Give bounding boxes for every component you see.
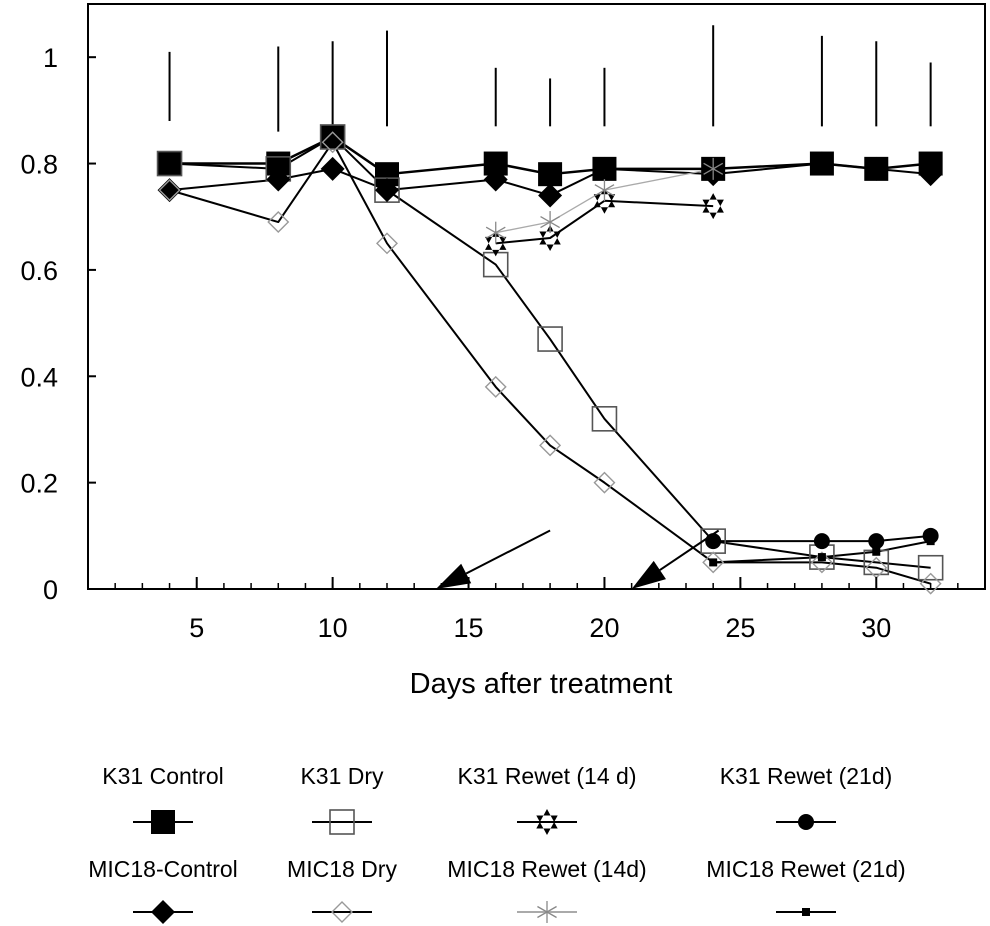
data-point: [872, 547, 881, 556]
series-line-5: [169, 141, 931, 585]
data-point: [539, 434, 562, 457]
data-point: [702, 193, 724, 220]
legend-label: MIC18 Dry: [287, 856, 397, 882]
data-point: [157, 151, 182, 176]
legend-entry: K31 Rewet (21d): [720, 763, 893, 830]
x-tick-label: 20: [589, 613, 619, 643]
data-point: [917, 554, 944, 581]
data-point: [538, 162, 563, 187]
data-point: [810, 551, 833, 574]
data-point: [817, 553, 826, 562]
data-point: [593, 471, 616, 494]
annotation-arrows: [435, 529, 720, 589]
x-tick-label: 10: [318, 613, 348, 643]
x-tick-label: 15: [454, 613, 484, 643]
annotation-arrow: [631, 529, 720, 589]
series-lines: [169, 135, 931, 585]
legend-label: K31 Rewet (21d): [720, 763, 893, 789]
series-line-1: [169, 135, 931, 569]
legend-marker: [536, 809, 558, 835]
y-tick-label: 0.4: [20, 362, 58, 392]
data-point: [926, 537, 935, 546]
x-tick-label: 25: [725, 613, 755, 643]
data-point: [320, 156, 345, 181]
legend-label: K31 Control: [102, 763, 223, 789]
data-point: [809, 151, 834, 176]
legend-entry: MIC18 Rewet (14d): [447, 856, 647, 923]
x-tick-label: 5: [189, 613, 204, 643]
legend-marker: [151, 900, 175, 924]
legend: K31 Control K31 Dry K31 Rewet (14 d) K31 Re…: [88, 763, 906, 924]
data-point: [375, 178, 399, 203]
data-point: [157, 178, 182, 203]
x-axis-title: Days after treatment: [410, 668, 673, 700]
legend-entry: K31 Rewet (14 d): [458, 763, 637, 835]
data-point: [918, 162, 943, 187]
data-point: [919, 572, 942, 595]
y-tick-label: 0.6: [20, 256, 58, 286]
legend-marker: [331, 901, 353, 923]
data-point: [538, 183, 563, 208]
data-point: [376, 232, 398, 255]
data-point: [485, 230, 507, 257]
legend-entry: MIC18-Control: [88, 856, 238, 924]
legend-entry: K31 Control: [102, 763, 224, 834]
data-point: [485, 221, 506, 244]
annotation-arrow: [435, 529, 551, 589]
data-point: [813, 533, 830, 550]
legend-marker: [151, 810, 175, 834]
data-point: [593, 187, 616, 214]
x-axis-ticks: 5 10 15 20 25 30: [87, 577, 986, 643]
series-line-6: [495, 168, 714, 234]
data-point: [539, 225, 561, 251]
data-point: [868, 533, 885, 550]
data-point: [537, 326, 563, 352]
y-tick-label: 0: [43, 575, 58, 605]
data-point: [705, 533, 722, 550]
series-markers: [156, 124, 944, 595]
legend-marker: [537, 901, 557, 923]
data-point: [267, 211, 290, 234]
y-tick-label: 1: [43, 43, 58, 73]
plot-border: [87, 3, 986, 590]
data-point: [483, 167, 508, 192]
y-axis-ticks: 0 0.2 0.4 0.6 0.8 1: [20, 43, 96, 605]
data-point: [321, 131, 344, 154]
data-point: [591, 406, 618, 432]
data-point: [484, 375, 507, 398]
data-point: [592, 156, 617, 181]
data-point: [702, 551, 725, 574]
error-bars: [168, 25, 932, 132]
legend-entry: MIC18 Dry: [287, 856, 397, 923]
data-point: [709, 558, 718, 567]
legend-marker: [802, 908, 810, 916]
series-line-7: [713, 540, 931, 564]
legend-label: K31 Rewet (14 d): [458, 763, 637, 789]
legend-label: MIC18 Rewet (21d): [706, 856, 905, 882]
y-tick-label: 0.2: [20, 469, 58, 499]
legend-marker: [329, 809, 355, 835]
legend-label: K31 Dry: [300, 763, 384, 789]
x-tick-label: 30: [861, 613, 891, 643]
data-point: [156, 150, 183, 177]
legend-label: MIC18 Rewet (14d): [447, 856, 646, 882]
y-tick-label: 0.8: [20, 150, 58, 180]
series-line-3: [713, 534, 931, 543]
data-point: [864, 156, 889, 181]
data-point: [540, 211, 560, 234]
data-point: [158, 179, 181, 202]
legend-label: MIC18-Control: [88, 856, 238, 882]
legend-entry: MIC18 Rewet (21d): [706, 856, 906, 916]
series-line-2: [495, 199, 714, 245]
data-point: [703, 157, 724, 180]
data-point: [319, 124, 346, 150]
plot-frame: [87, 3, 986, 590]
legend-entry: K31 Dry: [300, 763, 384, 835]
data-point: [594, 179, 615, 202]
data-point: [266, 167, 291, 192]
legend-marker: [798, 814, 814, 830]
